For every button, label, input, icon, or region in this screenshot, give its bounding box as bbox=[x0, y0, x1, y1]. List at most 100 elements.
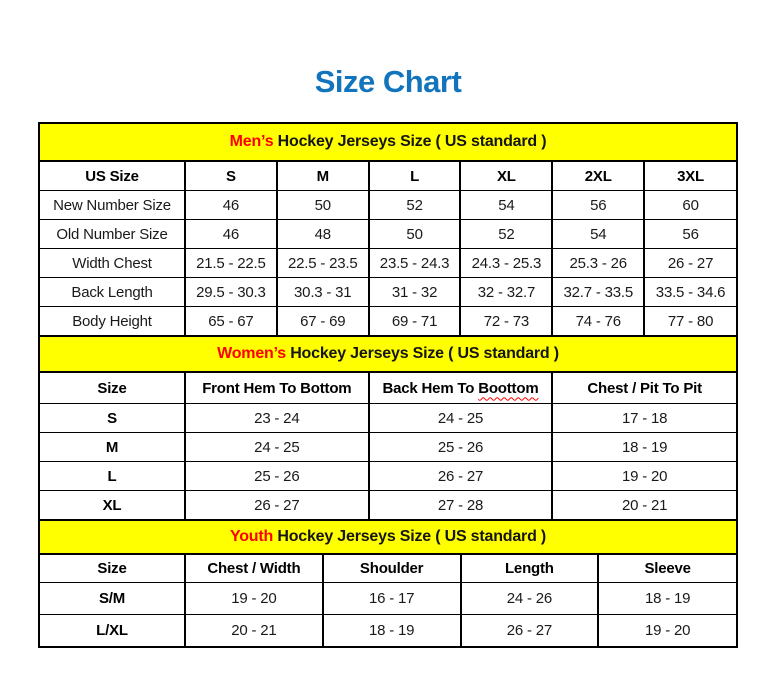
row-label: Old Number Size bbox=[40, 219, 185, 249]
table-cell: 25 - 26 bbox=[367, 432, 553, 462]
table-cell: 69 - 71 bbox=[367, 306, 461, 335]
table-cell: 74 - 76 bbox=[551, 306, 645, 335]
table-cell: 16 - 17 bbox=[321, 582, 461, 615]
table-row: Width Chest 21.5 - 22.5 22.5 - 23.5 23.5… bbox=[40, 248, 736, 278]
table-cell: 18 - 19 bbox=[597, 582, 736, 615]
table-cell: 56 bbox=[551, 190, 645, 220]
youth-section-header: Youth Hockey Jerseys Size ( US standard … bbox=[40, 519, 736, 555]
mens-header-row: US Size S M L XL 2XL 3XL bbox=[40, 162, 736, 191]
table-cell: 33.5 - 34.6 bbox=[643, 277, 736, 307]
table-cell: 24 - 25 bbox=[367, 403, 553, 433]
table-cell: 46 bbox=[184, 219, 277, 249]
table-cell: 54 bbox=[459, 190, 553, 220]
row-label: M bbox=[40, 432, 185, 462]
table-cell: 32 - 32.7 bbox=[459, 277, 553, 307]
womens-header-row: Size Front Hem To Bottom Back Hem To Boo… bbox=[40, 373, 736, 404]
table-cell: 30.3 - 31 bbox=[275, 277, 369, 307]
table-cell: 23 - 24 bbox=[184, 403, 369, 433]
table-cell: 26 - 27 bbox=[184, 490, 369, 519]
misspelled-word: Boottom bbox=[478, 379, 539, 397]
mens-section-highlight: Men’s bbox=[229, 133, 274, 150]
column-header: L bbox=[367, 162, 461, 191]
table-row: XL 26 - 27 27 - 28 20 - 21 bbox=[40, 490, 736, 519]
table-cell: 24 - 26 bbox=[459, 582, 599, 615]
table-row: Back Length 29.5 - 30.3 30.3 - 31 31 - 3… bbox=[40, 277, 736, 307]
table-row: Body Height 65 - 67 67 - 69 69 - 71 72 -… bbox=[40, 306, 736, 335]
table-cell: 26 - 27 bbox=[643, 248, 736, 278]
womens-section-header: Women’s Hockey Jerseys Size ( US standar… bbox=[40, 335, 736, 373]
mens-section-title: Hockey Jerseys Size ( US standard ) bbox=[277, 133, 547, 150]
row-label: Width Chest bbox=[40, 248, 185, 278]
mens-size-table: US Size S M L XL 2XL 3XL New Number Size… bbox=[40, 162, 736, 335]
table-cell: 24 - 25 bbox=[184, 432, 369, 462]
column-header: Chest / Pit To Pit bbox=[551, 373, 736, 404]
table-row: S/M 19 - 20 16 - 17 24 - 26 18 - 19 bbox=[40, 582, 736, 615]
table-cell: 26 - 27 bbox=[459, 614, 599, 646]
womens-size-table: Size Front Hem To Bottom Back Hem To Boo… bbox=[40, 373, 736, 519]
table-cell: 22.5 - 23.5 bbox=[275, 248, 369, 278]
table-cell: 17 - 18 bbox=[551, 403, 736, 433]
table-cell: 46 bbox=[184, 190, 277, 220]
row-label: New Number Size bbox=[40, 190, 185, 220]
table-row: S 23 - 24 24 - 25 17 - 18 bbox=[40, 403, 736, 433]
table-cell: 18 - 19 bbox=[321, 614, 461, 646]
table-cell: 18 - 19 bbox=[551, 432, 736, 462]
table-cell: 26 - 27 bbox=[367, 461, 553, 491]
table-cell: 52 bbox=[367, 190, 461, 220]
table-cell: 19 - 20 bbox=[551, 461, 736, 491]
table-cell: 56 bbox=[643, 219, 736, 249]
table-cell: 31 - 32 bbox=[367, 277, 461, 307]
table-cell: 67 - 69 bbox=[275, 306, 369, 335]
table-cell: 27 - 28 bbox=[367, 490, 553, 519]
table-cell: 25 - 26 bbox=[184, 461, 369, 491]
column-header: Back Hem To Boottom bbox=[367, 373, 553, 404]
table-cell: 48 bbox=[275, 219, 369, 249]
table-cell: 19 - 20 bbox=[597, 614, 736, 646]
row-label: S/M bbox=[40, 582, 185, 615]
table-cell: 60 bbox=[643, 190, 736, 220]
womens-section-title: Hockey Jerseys Size ( US standard ) bbox=[290, 345, 559, 362]
table-row: L 25 - 26 26 - 27 19 - 20 bbox=[40, 461, 736, 491]
column-header: XL bbox=[459, 162, 553, 191]
row-label: L bbox=[40, 461, 185, 491]
column-header: S bbox=[184, 162, 277, 191]
table-cell: 65 - 67 bbox=[184, 306, 277, 335]
table-cell: 23.5 - 24.3 bbox=[367, 248, 461, 278]
table-cell: 21.5 - 22.5 bbox=[184, 248, 277, 278]
table-cell: 29.5 - 30.3 bbox=[184, 277, 277, 307]
column-header: US Size bbox=[85, 167, 139, 185]
table-cell: 52 bbox=[459, 219, 553, 249]
row-label: Back Length bbox=[40, 277, 185, 307]
column-header: Length bbox=[459, 555, 599, 583]
column-header: Sleeve bbox=[597, 555, 736, 583]
column-header: Size bbox=[97, 560, 127, 577]
column-header-text: Back Hem To bbox=[382, 379, 475, 397]
table-cell: 19 - 20 bbox=[184, 582, 323, 615]
table-row: New Number Size 46 50 52 54 56 60 bbox=[40, 190, 736, 220]
table-cell: 20 - 21 bbox=[551, 490, 736, 519]
table-cell: 77 - 80 bbox=[643, 306, 736, 335]
row-label: XL bbox=[40, 490, 185, 519]
column-header: M bbox=[275, 162, 369, 191]
table-cell: 54 bbox=[551, 219, 645, 249]
youth-section-title: Hockey Jerseys Size ( US standard ) bbox=[277, 528, 547, 545]
mens-section-header: Men’s Hockey Jerseys Size ( US standard … bbox=[40, 124, 736, 162]
table-cell: 50 bbox=[367, 219, 461, 249]
table-cell: 20 - 21 bbox=[184, 614, 323, 646]
column-header: Front Hem To Bottom bbox=[184, 373, 369, 404]
page-title: Size Chart bbox=[314, 64, 462, 99]
column-header: Shoulder bbox=[321, 555, 461, 583]
row-label: Body Height bbox=[40, 306, 185, 335]
table-row: M 24 - 25 25 - 26 18 - 19 bbox=[40, 432, 736, 462]
size-chart-tables: Men’s Hockey Jerseys Size ( US standard … bbox=[38, 122, 738, 648]
table-row: Old Number Size 46 48 50 52 54 56 bbox=[40, 219, 736, 249]
youth-header-row: Size Chest / Width Shoulder Length Sleev… bbox=[40, 555, 736, 583]
youth-size-table: Size Chest / Width Shoulder Length Sleev… bbox=[40, 555, 736, 646]
table-cell: 50 bbox=[275, 190, 369, 220]
column-header: 3XL bbox=[643, 162, 736, 191]
column-header: Chest / Width bbox=[184, 555, 323, 583]
row-label: L/XL bbox=[40, 614, 185, 646]
youth-section-highlight: Youth bbox=[229, 528, 274, 545]
table-cell: 32.7 - 33.5 bbox=[551, 277, 645, 307]
